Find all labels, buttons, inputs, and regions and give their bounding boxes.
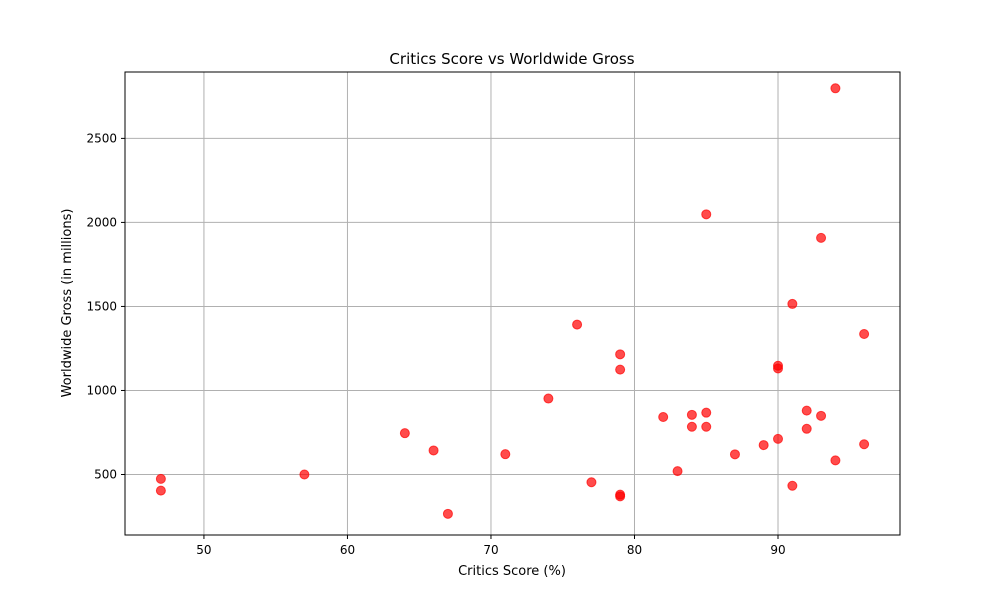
scatter-point: [787, 298, 798, 309]
y-tick-label: 2000: [86, 215, 117, 229]
scatter-point: [428, 445, 439, 456]
x-axis-label: Critics Score (%): [458, 564, 566, 579]
scatter-point: [859, 439, 870, 450]
data-points: [155, 83, 870, 519]
scatter-point: [615, 491, 626, 502]
x-tick-label: 60: [340, 543, 355, 557]
y-axis-ticks: 500 1000 1500 2000 2500: [86, 131, 125, 481]
scatter-point: [155, 485, 166, 496]
scatter-point: [859, 329, 870, 340]
scatter-point: [672, 466, 683, 477]
scatter-point: [543, 393, 554, 404]
scatter-point: [615, 349, 626, 360]
scatter-point: [572, 319, 583, 330]
scatter-point: [773, 363, 784, 374]
grid-lines: [125, 72, 900, 535]
y-tick-label: 1500: [86, 299, 117, 313]
scatter-point: [729, 449, 740, 460]
scatter-point: [686, 421, 697, 432]
scatter-point: [773, 433, 784, 444]
x-tick-label: 70: [483, 543, 498, 557]
scatter-point: [442, 508, 453, 519]
scatter-point: [500, 449, 511, 460]
scatter-point: [701, 421, 712, 432]
scatter-point: [758, 440, 769, 451]
scatter-point: [816, 232, 827, 243]
scatter-point: [787, 480, 798, 491]
y-axis-label: Worldwide Gross (in millions): [60, 209, 75, 398]
scatter-point: [801, 423, 812, 434]
x-tick-label: 90: [770, 543, 785, 557]
plot-frame: [124, 71, 901, 536]
scatter-point: [658, 412, 669, 423]
scatter-point: [816, 410, 827, 421]
scatter-point: [399, 428, 410, 439]
x-axis-ticks: 50 60 70 80 90: [196, 535, 786, 557]
x-tick-label: 80: [627, 543, 642, 557]
y-tick-label: 2500: [86, 131, 117, 145]
chart-title: Critics Score vs Worldwide Gross: [389, 50, 634, 68]
y-tick-label: 1000: [86, 383, 117, 397]
scatter-point: [830, 455, 841, 466]
scatter-point: [299, 469, 310, 480]
scatter-point: [830, 83, 841, 94]
scatter-point: [155, 473, 166, 484]
y-tick-label: 500: [94, 467, 117, 481]
x-tick-label: 50: [196, 543, 211, 557]
scatter-point: [615, 364, 626, 375]
scatter-point: [801, 405, 812, 416]
scatter-point: [686, 409, 697, 420]
scatter-point: [701, 209, 712, 220]
scatter-point: [701, 407, 712, 418]
scatter-point: [586, 477, 597, 488]
